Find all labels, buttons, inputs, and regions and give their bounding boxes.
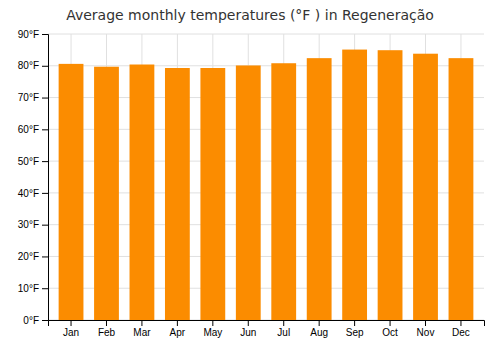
bars [59, 50, 474, 320]
tick-mark [42, 161, 48, 162]
tick: Apr [170, 320, 186, 338]
tick-label: Aug [310, 327, 328, 338]
tick-mark [177, 320, 178, 326]
tick-mark [425, 320, 426, 326]
tick-label: Apr [170, 327, 186, 338]
tick-label: 90°F [18, 29, 39, 40]
tick-label: Mar [133, 327, 151, 338]
tick-label: 60°F [18, 124, 39, 135]
tick: Dec [452, 320, 470, 338]
tick: Sep [346, 320, 364, 338]
bar [307, 58, 332, 320]
tick-mark [42, 193, 48, 194]
bar [165, 68, 190, 320]
tick: Jun [240, 320, 256, 338]
tick-label: Jul [277, 327, 290, 338]
tick-label: 40°F [18, 188, 39, 199]
tick-mark [248, 320, 249, 326]
tick-mark [141, 320, 142, 326]
bar [271, 63, 296, 320]
tick-mark [460, 320, 461, 326]
tick: 60°F [18, 124, 48, 135]
bar [236, 65, 261, 320]
tick-mark [42, 66, 48, 67]
bar [200, 68, 225, 320]
bar [59, 64, 84, 320]
axis-line [49, 321, 485, 327]
tick-label: Jun [240, 327, 256, 338]
tick: 20°F [18, 251, 48, 262]
tick-label: Nov [417, 327, 435, 338]
tick: 0°F [23, 315, 48, 326]
tick: 30°F [18, 219, 48, 230]
tick-mark [354, 320, 355, 326]
tick: Nov [417, 320, 435, 338]
x-axis: Jan Feb Mar Apr May Jun Jul Aug Sep Oct Nov Dec [49, 320, 485, 338]
tick: 50°F [18, 156, 48, 167]
axis-line [42, 35, 49, 321]
tick-mark [283, 320, 284, 326]
tick-mark [42, 288, 48, 289]
grid-line [48, 34, 484, 35]
y-axis: 0°F 10°F 20°F 30°F 40°F 50°F 60°F 70°F 80°F 90°F [18, 29, 49, 326]
bar [413, 54, 438, 320]
tick-label: 80°F [18, 60, 39, 71]
tick-label: Feb [98, 327, 116, 338]
tick-mark [42, 129, 48, 130]
bar [130, 65, 155, 320]
tick-mark [319, 320, 320, 326]
tick-mark [42, 34, 48, 35]
title: Average monthly temperatures (°F ) in Re… [66, 7, 434, 23]
tick-mark [42, 256, 48, 257]
tick-label: 30°F [18, 219, 39, 230]
bar [342, 50, 367, 320]
tick-label: Sep [346, 327, 364, 338]
tick-label: 20°F [18, 251, 39, 262]
tick-mark [71, 320, 72, 326]
plot: 0°F 10°F 20°F 30°F 40°F 50°F 60°F 70°F 80°F 90°F J… [18, 29, 485, 338]
tick-mark [42, 98, 48, 99]
tick-label: May [203, 327, 222, 338]
tick-mark [42, 320, 48, 321]
tick: May [203, 320, 222, 338]
tick: 90°F [18, 29, 48, 40]
tick: 80°F [18, 60, 48, 71]
bar [94, 67, 119, 320]
chart: 0°F 10°F 20°F 30°F 40°F 50°F 60°F 70°F 80°F 90°F J… [0, 0, 500, 350]
tick-mark [212, 320, 213, 326]
tick-label: 10°F [18, 283, 39, 294]
tick-mark [106, 320, 107, 326]
tick-label: 70°F [18, 92, 39, 103]
tick: Oct [382, 320, 398, 338]
tick: 70°F [18, 92, 48, 103]
tick-label: Oct [382, 327, 398, 338]
bar [378, 50, 403, 320]
tick-label: Jan [63, 327, 79, 338]
tick: 10°F [18, 283, 48, 294]
tick-label: 50°F [18, 156, 39, 167]
tick-mark [390, 320, 391, 326]
grid [48, 34, 484, 320]
tick: Aug [310, 320, 328, 338]
tick: 40°F [18, 188, 48, 199]
tick: Feb [98, 320, 116, 338]
tick-label: Dec [452, 327, 470, 338]
bar [449, 58, 474, 320]
tick: Mar [133, 320, 151, 338]
tick: Jan [63, 320, 79, 338]
tick-mark [42, 225, 48, 226]
tick: Jul [277, 320, 290, 338]
tick-label: 0°F [23, 315, 39, 326]
